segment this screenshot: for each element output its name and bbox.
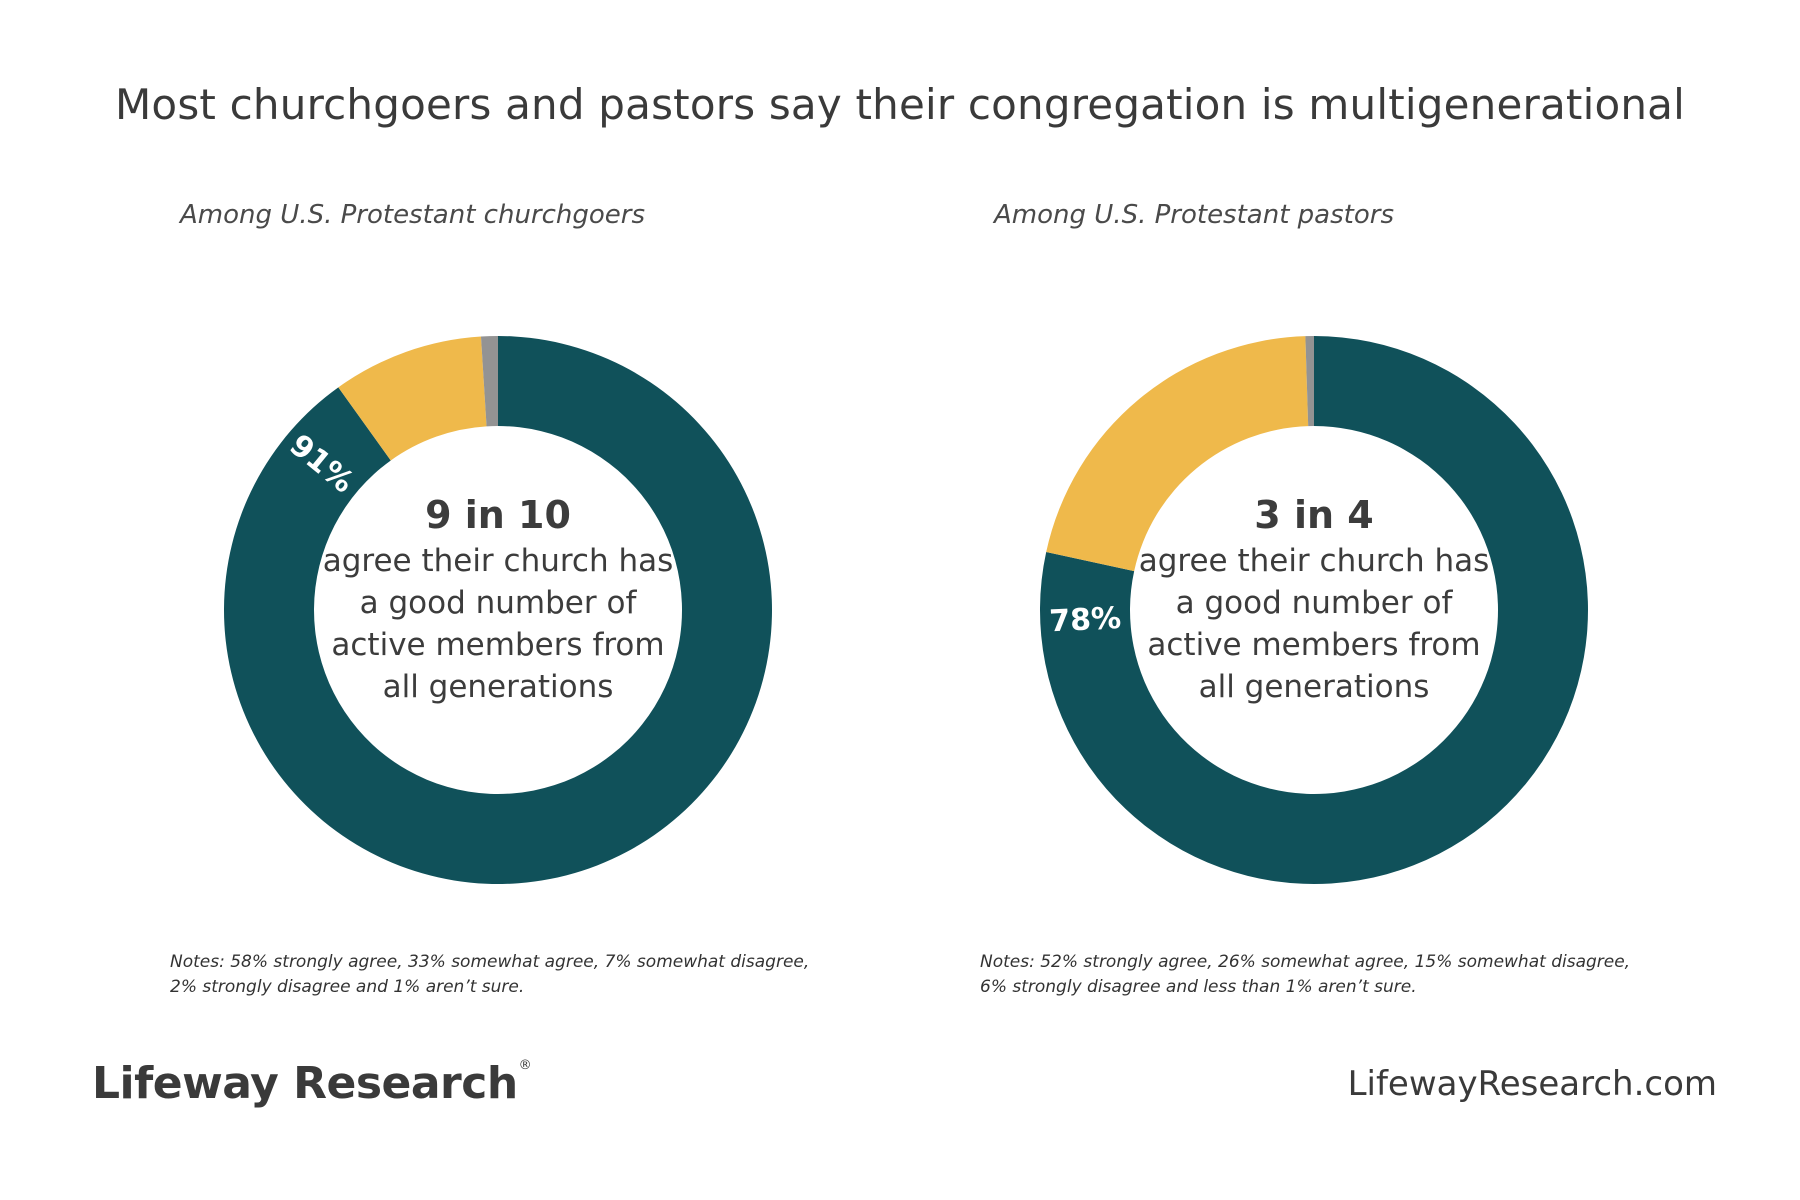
center-line: all generations — [1198, 669, 1430, 705]
chart-subtitle: Among U.S. Protestant churchgoers — [180, 200, 646, 230]
lifeway-research-logo: Lifeway Research® — [92, 1058, 532, 1109]
center-line: a good number of — [1175, 585, 1453, 621]
center-headline: 9 in 10 — [425, 493, 571, 537]
logo-registered-mark: ® — [518, 1058, 532, 1073]
center-line: a good number of — [359, 585, 637, 621]
donut-slice-disagree — [338, 336, 487, 461]
chart-panel-churchgoers: Among U.S. Protestant churchgoers 91% 9 … — [0, 0, 900, 1010]
center-line: active members from — [1147, 627, 1481, 663]
center-headline: 3 in 4 — [1254, 493, 1374, 537]
notes-line: 2% strongly disagree and 1% aren’t sure. — [170, 977, 525, 997]
logo-text: Lifeway Research — [92, 1058, 518, 1109]
donut-chart-pastors: 78% — [1040, 336, 1588, 885]
notes-line: 6% strongly disagree and less than 1% ar… — [980, 977, 1417, 997]
donut-center-text: 3 in 4 agree their church has a good num… — [1094, 490, 1534, 708]
chart-notes: Notes: 52% strongly agree, 26% somewhat … — [980, 950, 1680, 1000]
center-line: active members from — [331, 627, 665, 663]
notes-line: Notes: 52% strongly agree, 26% somewhat … — [980, 952, 1631, 972]
footer-url: LifewayResearch.com — [1347, 1064, 1717, 1104]
donut-slice-agree — [223, 336, 772, 885]
donut-slice-not-sure — [1305, 336, 1314, 427]
donut-slice-not-sure — [480, 336, 498, 427]
center-line: agree their church has — [1138, 543, 1490, 579]
center-line: agree their church has — [322, 543, 674, 579]
center-line: all generations — [382, 669, 614, 705]
donut-chart-churchgoers: 91% — [223, 336, 772, 885]
notes-line: Notes: 58% strongly agree, 33% somewhat … — [170, 952, 810, 972]
chart-title: Most churchgoers and pastors say their c… — [115, 80, 1685, 129]
chart-subtitle: Among U.S. Protestant pastors — [994, 200, 1394, 230]
chart-panel-pastors: Among U.S. Protestant pastors 78% 3 in 4… — [900, 0, 1800, 1010]
donut-center-text: 9 in 10 agree their church has a good nu… — [278, 490, 718, 708]
donut-slice-disagree — [1046, 336, 1309, 572]
donut-slice-agree — [1040, 336, 1588, 885]
chart-notes: Notes: 58% strongly agree, 33% somewhat … — [170, 950, 870, 1000]
donut-data-label: 78% — [1049, 601, 1122, 639]
